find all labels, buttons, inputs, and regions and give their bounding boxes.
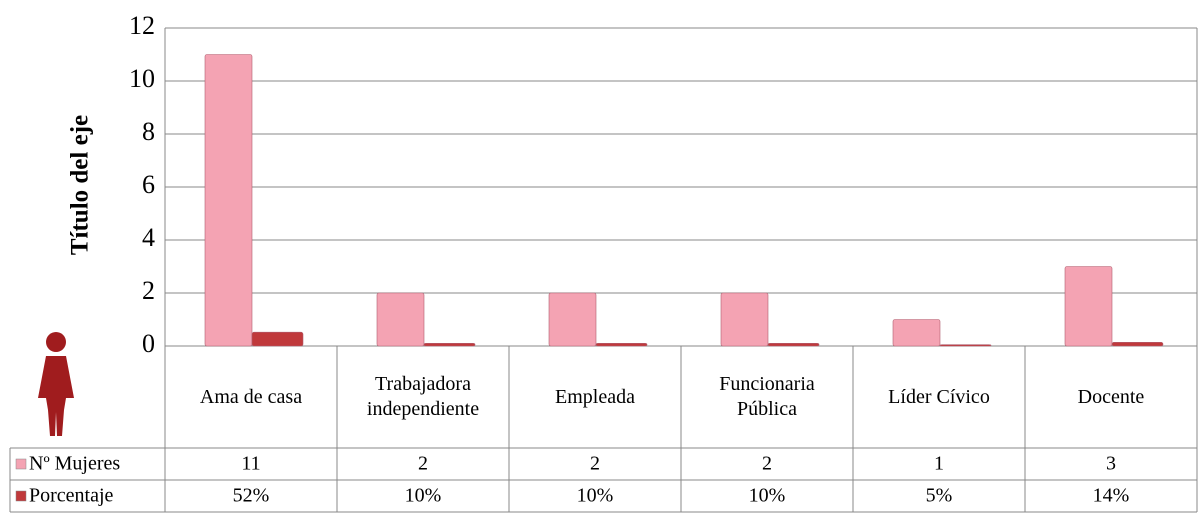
y-tick-label: 2: [142, 276, 155, 305]
x-tick-label: Funcionaria Pública: [719, 373, 815, 420]
table-cell: 3: [1106, 453, 1116, 475]
table-cell: 2: [590, 453, 600, 475]
x-tick-label: Ama de casa: [199, 385, 303, 408]
bar: [204, 54, 253, 347]
legend-swatch: [15, 458, 27, 470]
y-tick-label: 0: [142, 329, 155, 358]
table-cell: 2: [418, 453, 428, 475]
table-cell: 52%: [233, 485, 270, 507]
x-tick-label: Empleada: [555, 385, 635, 408]
x-tick-label: Líder Cívico: [888, 385, 990, 408]
bar: [376, 292, 425, 347]
bar: [251, 331, 304, 347]
legend-swatch: [15, 490, 27, 502]
legend-label: Nº Mujeres: [29, 453, 120, 475]
table-cell: 10%: [405, 485, 442, 507]
bar: [1064, 266, 1113, 347]
table-cell: 1: [934, 453, 944, 475]
bar: [892, 319, 941, 347]
bar: [720, 292, 769, 347]
bar: [548, 292, 597, 347]
y-axis-title: Título del eje: [67, 115, 94, 255]
bar: [767, 343, 820, 347]
legend-label: Porcentaje: [29, 485, 114, 507]
bar: [1111, 341, 1164, 347]
y-tick-label: 8: [142, 117, 155, 146]
table-cell: 5%: [926, 485, 953, 507]
y-tick-label: 4: [142, 223, 155, 252]
table-cell: 2: [762, 453, 772, 475]
bar: [595, 343, 648, 347]
y-tick-label: 12: [129, 11, 155, 40]
x-tick-label: Trabajadora independiente: [366, 373, 480, 420]
female-icon: [38, 332, 74, 436]
table-cell: 14%: [1093, 485, 1130, 507]
y-tick-label: 10: [129, 64, 155, 93]
table-cell: 10%: [749, 485, 786, 507]
table-cell: 10%: [577, 485, 614, 507]
x-tick-label: Docente: [1077, 385, 1145, 408]
bar: [423, 343, 476, 347]
y-tick-label: 6: [142, 170, 155, 199]
bar: [939, 344, 992, 347]
table-cell: 11: [241, 453, 260, 475]
